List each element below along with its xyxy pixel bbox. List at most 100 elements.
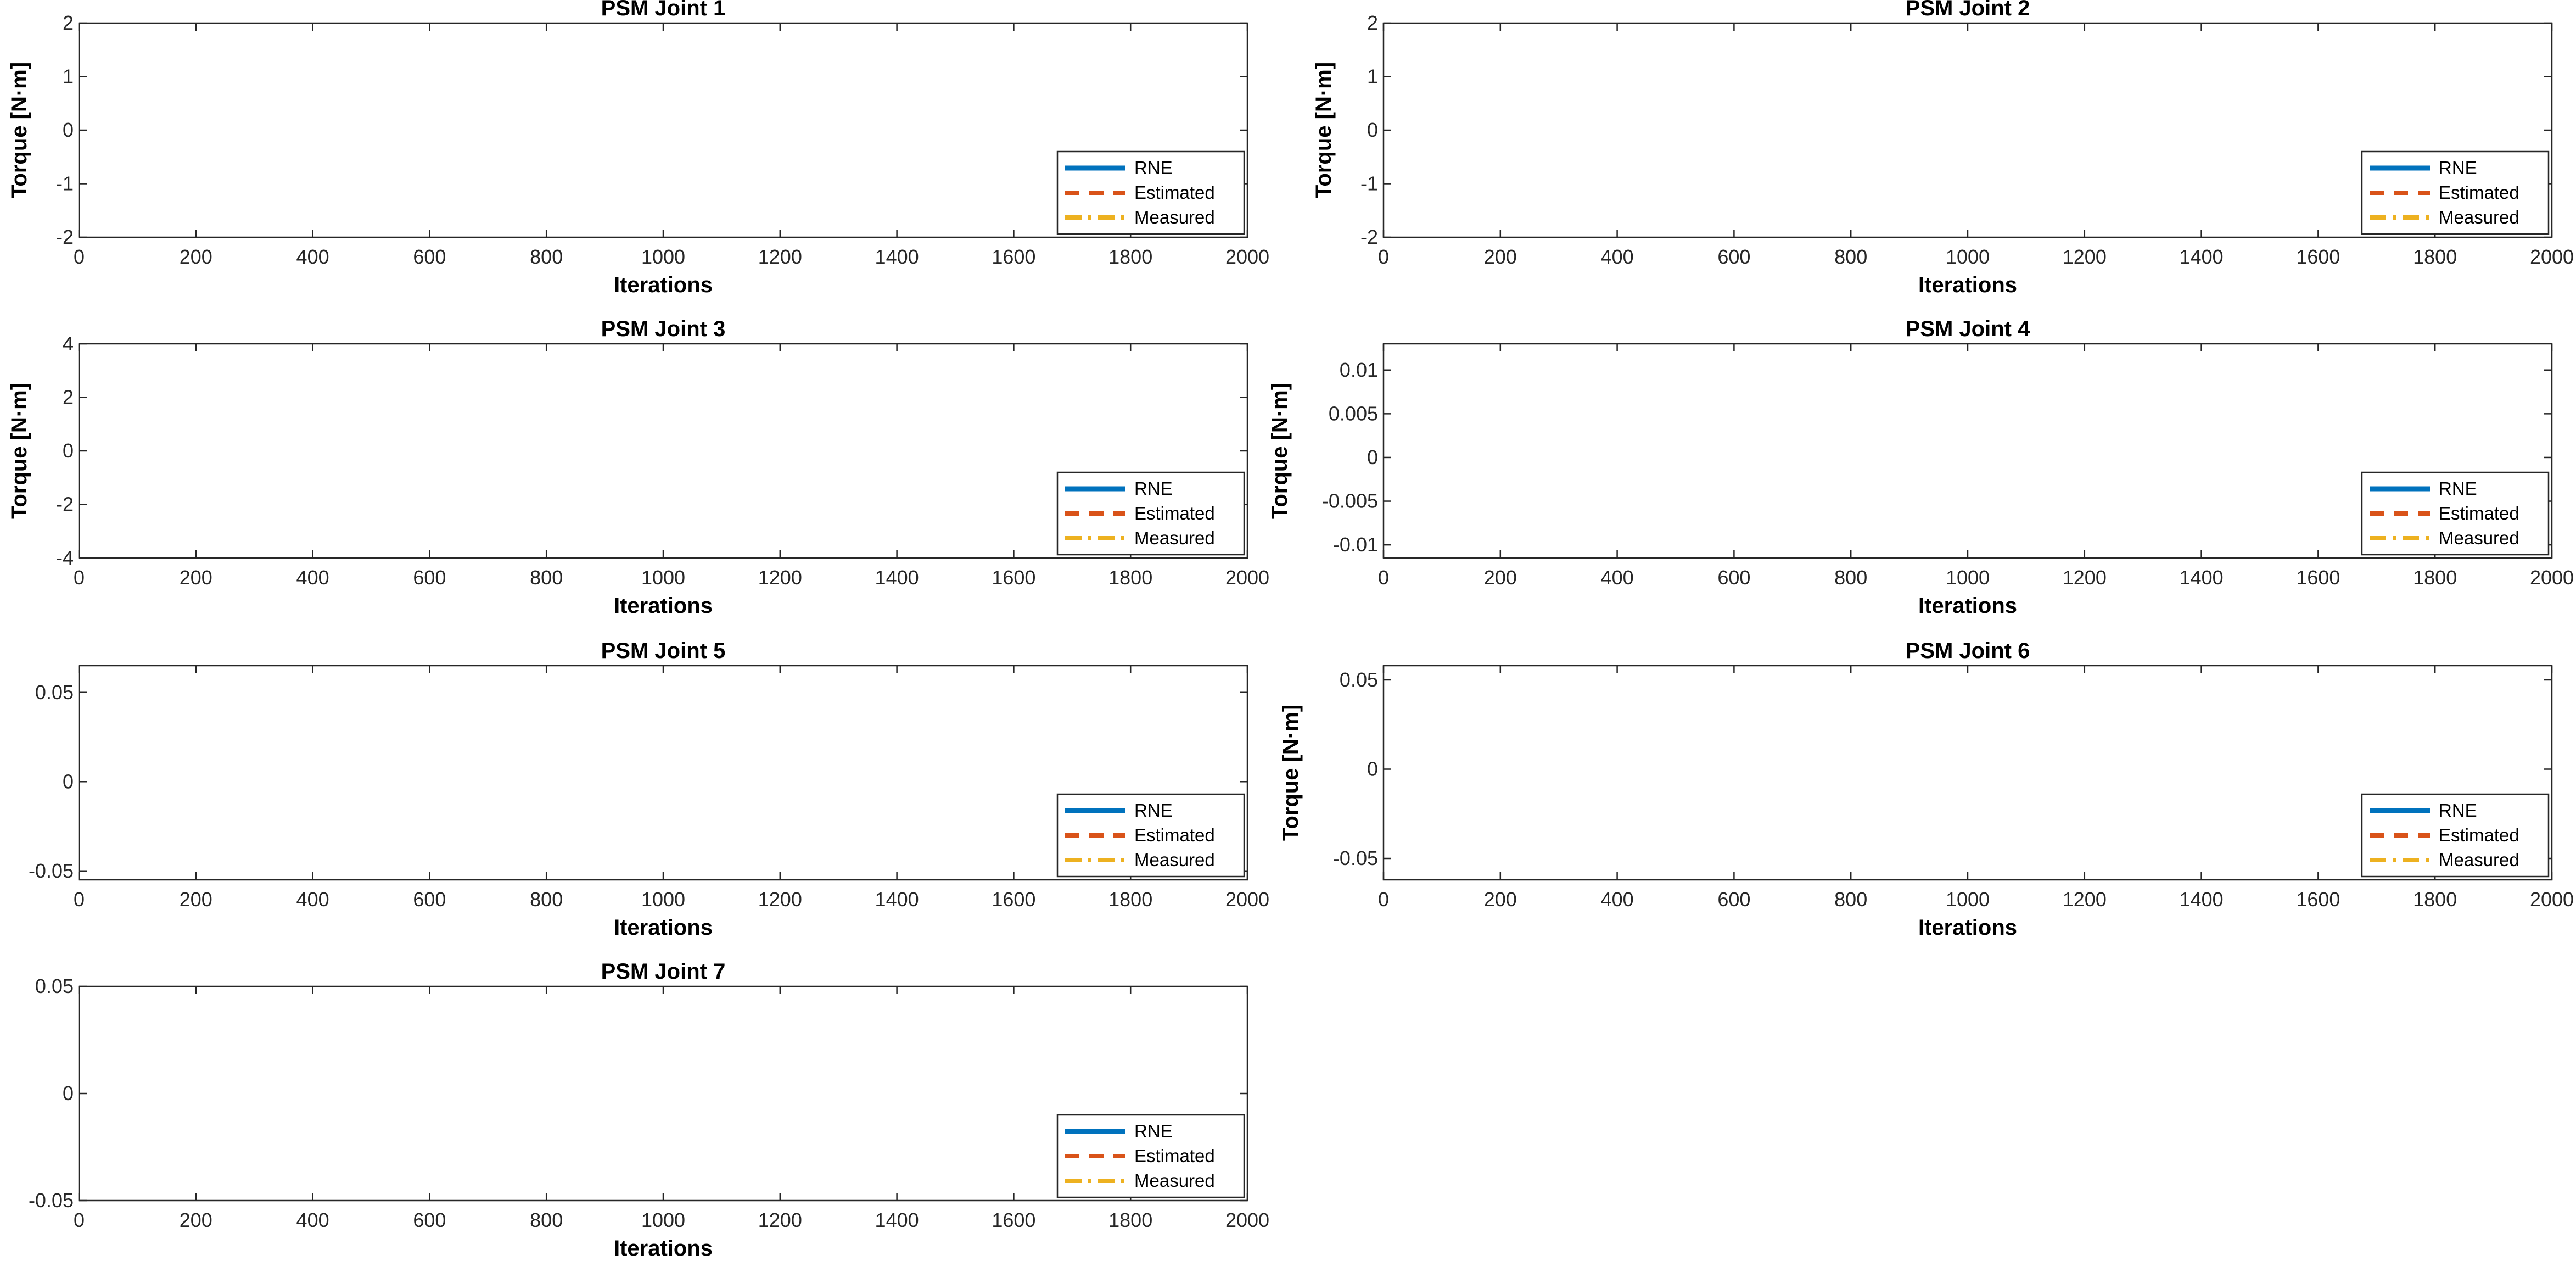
legend-label-estimated: Estimated: [2439, 825, 2519, 845]
x-axis-label: Iterations: [614, 273, 713, 297]
legend-box: [2361, 150, 2550, 235]
x-tick-label: 1400: [2180, 245, 2224, 268]
x-tick-label: 2000: [2530, 888, 2574, 911]
y-tick-label: -4: [56, 546, 74, 569]
legend-box: [1056, 150, 1245, 235]
x-tick-label: 200: [180, 1209, 212, 1231]
x-tick-label: 1400: [875, 566, 919, 589]
x-tick-label: 600: [413, 888, 446, 911]
x-tick-label: 1800: [1108, 566, 1152, 589]
y-tick-label: -1: [56, 172, 74, 195]
x-tick-label: 600: [413, 566, 446, 589]
x-tick-label: 1600: [992, 245, 1035, 268]
axes-frame: [1382, 665, 2553, 881]
legend-label-measured: Measured: [2439, 207, 2519, 227]
x-tick-label: 1200: [2063, 245, 2107, 268]
y-tick-label: 2: [63, 12, 74, 34]
x-tick-label: 1200: [758, 245, 802, 268]
x-tick-label: 400: [296, 245, 329, 268]
legend-label-rne: RNE: [2439, 478, 2477, 499]
legend-label-estimated: Estimated: [2439, 182, 2519, 203]
x-tick-label: 600: [1717, 888, 1750, 911]
x-tick-label: 200: [1484, 245, 1517, 268]
panel-title: PSM Joint 5: [601, 639, 726, 663]
x-tick-label: 2000: [1225, 245, 1269, 268]
panel-j6: 0 200 400 600 800 1000 1200 1400 1600 1800 2000 -0.…: [1279, 639, 2574, 940]
x-tick-label: 600: [413, 1209, 446, 1231]
x-tick-label: 1200: [2063, 566, 2107, 589]
legend-label-rne: RNE: [1134, 800, 1173, 821]
legend: RNE Estimated Measured: [1056, 471, 1245, 556]
x-tick-label: 1800: [1108, 888, 1152, 911]
legend-label-measured: Measured: [2439, 528, 2519, 548]
x-tick-label: 1600: [2296, 566, 2340, 589]
x-tick-label: 1600: [992, 566, 1035, 589]
x-tick-label: 1400: [2180, 566, 2224, 589]
x-tick-label: 1000: [641, 566, 685, 589]
x-tick-label: 800: [1834, 888, 1867, 911]
panel-title: PSM Joint 3: [601, 317, 726, 341]
x-tick-label: 400: [296, 1209, 329, 1231]
x-tick-label: 2000: [2530, 566, 2574, 589]
x-tick-label: 0: [74, 566, 85, 589]
legend: RNE Estimated Measured: [1056, 1114, 1245, 1198]
legend: RNE Estimated Measured: [2361, 471, 2550, 556]
legend-label-estimated: Estimated: [1134, 503, 1215, 523]
axes-frame: [78, 665, 1248, 881]
legend-label-estimated: Estimated: [1134, 825, 1215, 845]
x-tick-label: 1800: [2413, 888, 2457, 911]
panel-j1: 0 200 400 600 800 1000 1200 1400 1600 1800 2000 -2 -…: [7, 0, 1269, 297]
x-tick-label: 1200: [2063, 888, 2107, 911]
legend: RNE Estimated Measured: [1056, 793, 1245, 878]
x-axis-label: Iterations: [614, 594, 713, 618]
x-tick-label: 800: [530, 245, 563, 268]
x-tick-label: 1400: [875, 888, 919, 911]
y-tick-label: -2: [56, 493, 74, 516]
y-tick-label: -0.01: [1333, 533, 1378, 556]
x-tick-label: 1400: [2180, 888, 2224, 911]
y-axis-label: Torque [N·m]: [7, 62, 31, 198]
x-tick-label: 800: [1834, 245, 1867, 268]
x-tick-label: 600: [1717, 566, 1750, 589]
x-tick-label: 1200: [758, 1209, 802, 1231]
legend-label-rne: RNE: [2439, 800, 2477, 821]
x-tick-label: 1000: [641, 245, 685, 268]
panel-j4: 0 200 400 600 800 1000 1200 1400 1600 1800 2000 -0.…: [1268, 317, 2574, 618]
x-tick-label: 200: [1484, 888, 1517, 911]
legend-label-estimated: Estimated: [1134, 182, 1215, 203]
y-tick-label: 4: [63, 332, 74, 355]
x-tick-label: 1600: [2296, 245, 2340, 268]
x-tick-label: 1800: [1108, 245, 1152, 268]
legend-label-rne: RNE: [1134, 478, 1173, 499]
legend-label-rne: RNE: [1134, 158, 1173, 178]
panel-j3: 0 200 400 600 800 1000 1200 1400 1600 1800 2000 -4 -…: [7, 317, 1269, 618]
y-axis-label: Torque [N·m]: [7, 383, 31, 519]
y-tick-label: 0: [1367, 758, 1378, 780]
x-tick-label: 0: [74, 1209, 85, 1231]
y-tick-label: 0.005: [1329, 402, 1378, 425]
x-tick-label: 1600: [992, 888, 1035, 911]
legend-box: [1056, 471, 1245, 556]
legend-label-measured: Measured: [1134, 1170, 1215, 1191]
y-tick-label: -0.05: [29, 860, 74, 882]
x-axis-label: Iterations: [614, 1236, 713, 1260]
y-tick-label: -0.05: [29, 1189, 74, 1212]
x-tick-label: 2000: [1225, 1209, 1269, 1231]
x-tick-label: 1600: [2296, 888, 2340, 911]
x-tick-label: 1000: [641, 1209, 685, 1231]
legend-label-rne: RNE: [2439, 158, 2477, 178]
panel-j2: 0 200 400 600 800 1000 1200 1400 1600 1800 2000 -2 -…: [1312, 0, 2574, 297]
y-tick-label: 0: [1367, 446, 1378, 468]
x-tick-label: 1400: [875, 1209, 919, 1231]
x-tick-label: 0: [1378, 245, 1389, 268]
legend-box: [1056, 1114, 1245, 1198]
y-axis-label: Torque [N·m]: [1279, 705, 1303, 841]
x-tick-label: 800: [530, 888, 563, 911]
y-tick-label: 0: [63, 770, 74, 793]
x-tick-label: 400: [296, 888, 329, 911]
legend-label-estimated: Estimated: [2439, 503, 2519, 523]
y-tick-label: -0.05: [1333, 847, 1378, 869]
panel-title: PSM Joint 2: [1906, 0, 2030, 20]
legend-label-measured: Measured: [1134, 850, 1215, 870]
